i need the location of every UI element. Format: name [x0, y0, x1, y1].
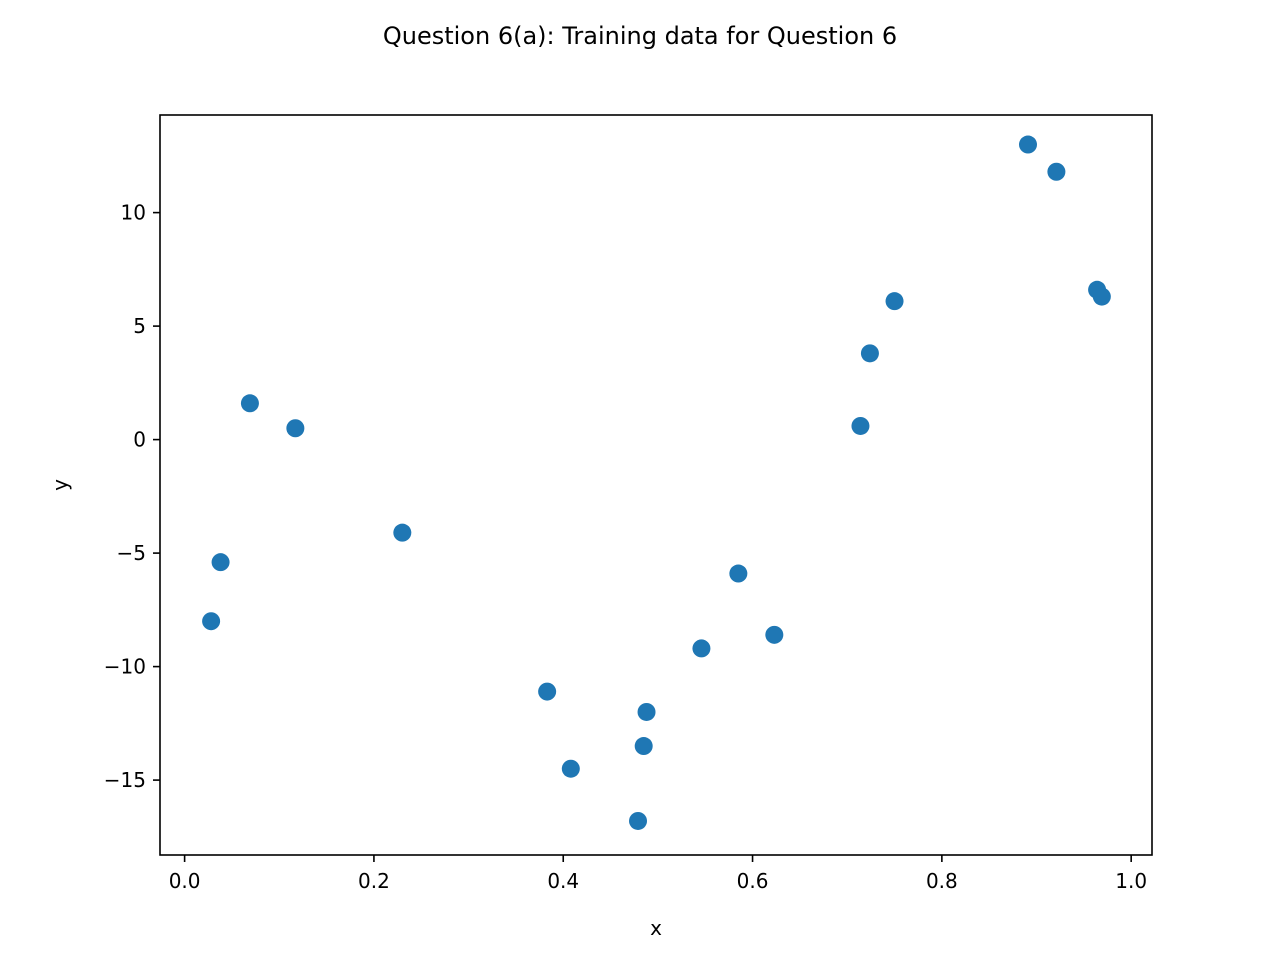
data-point: [729, 564, 748, 583]
data-point: [860, 344, 879, 363]
data-point: [765, 625, 784, 644]
data-point: [1019, 135, 1037, 154]
x-axis-label: x: [650, 916, 662, 940]
data-point: [629, 811, 648, 830]
y-tick-label: −15: [104, 768, 146, 792]
data-point: [286, 419, 305, 438]
chart-title: Question 6(a): Training data for Questio…: [383, 22, 897, 50]
plot-frame: [159, 114, 1153, 856]
data-point: [202, 612, 221, 631]
data-point: [561, 759, 580, 778]
data-point: [885, 292, 904, 311]
data-point: [634, 737, 653, 756]
data-point: [851, 416, 870, 435]
x-tick-label: 0.6: [737, 869, 769, 893]
data-point: [637, 702, 656, 721]
data-point: [538, 682, 557, 701]
data-point: [1047, 162, 1066, 181]
y-tick-label: 5: [133, 314, 146, 338]
y-axis-label: y: [48, 479, 72, 491]
data-point: [211, 553, 230, 572]
y-tick-label: 0: [133, 428, 146, 452]
x-tick-label: 0.0: [169, 869, 201, 893]
data-point: [1092, 287, 1111, 306]
data-point: [240, 394, 259, 413]
x-tick-label: 1.0: [1115, 869, 1147, 893]
data-point: [692, 639, 711, 658]
y-tick-label: 10: [121, 201, 146, 225]
x-tick-label: 0.2: [358, 869, 390, 893]
y-tick-label: −5: [117, 541, 146, 565]
y-tick-label: −10: [104, 655, 146, 679]
x-tick-label: 0.4: [547, 869, 579, 893]
plot-area: 0.0 0.2 0.4 0.6 0.8 1.0 −15 −10 −5 0 5 10: [104, 114, 1153, 893]
x-tick-label: 0.8: [926, 869, 958, 893]
data-point: [393, 523, 412, 542]
